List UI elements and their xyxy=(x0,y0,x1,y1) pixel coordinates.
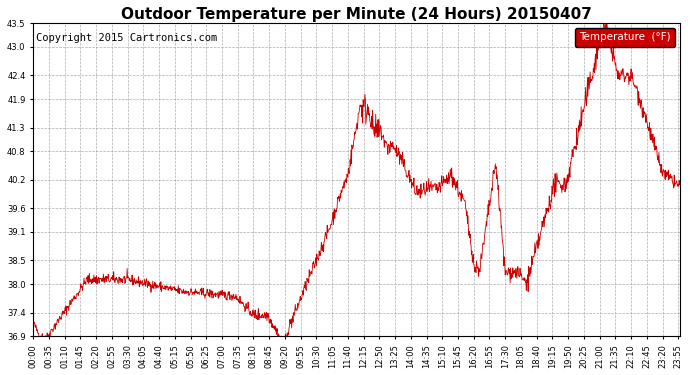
Title: Outdoor Temperature per Minute (24 Hours) 20150407: Outdoor Temperature per Minute (24 Hours… xyxy=(121,7,592,22)
Legend: Temperature  (°F): Temperature (°F) xyxy=(575,28,675,46)
Text: Copyright 2015 Cartronics.com: Copyright 2015 Cartronics.com xyxy=(37,33,217,42)
